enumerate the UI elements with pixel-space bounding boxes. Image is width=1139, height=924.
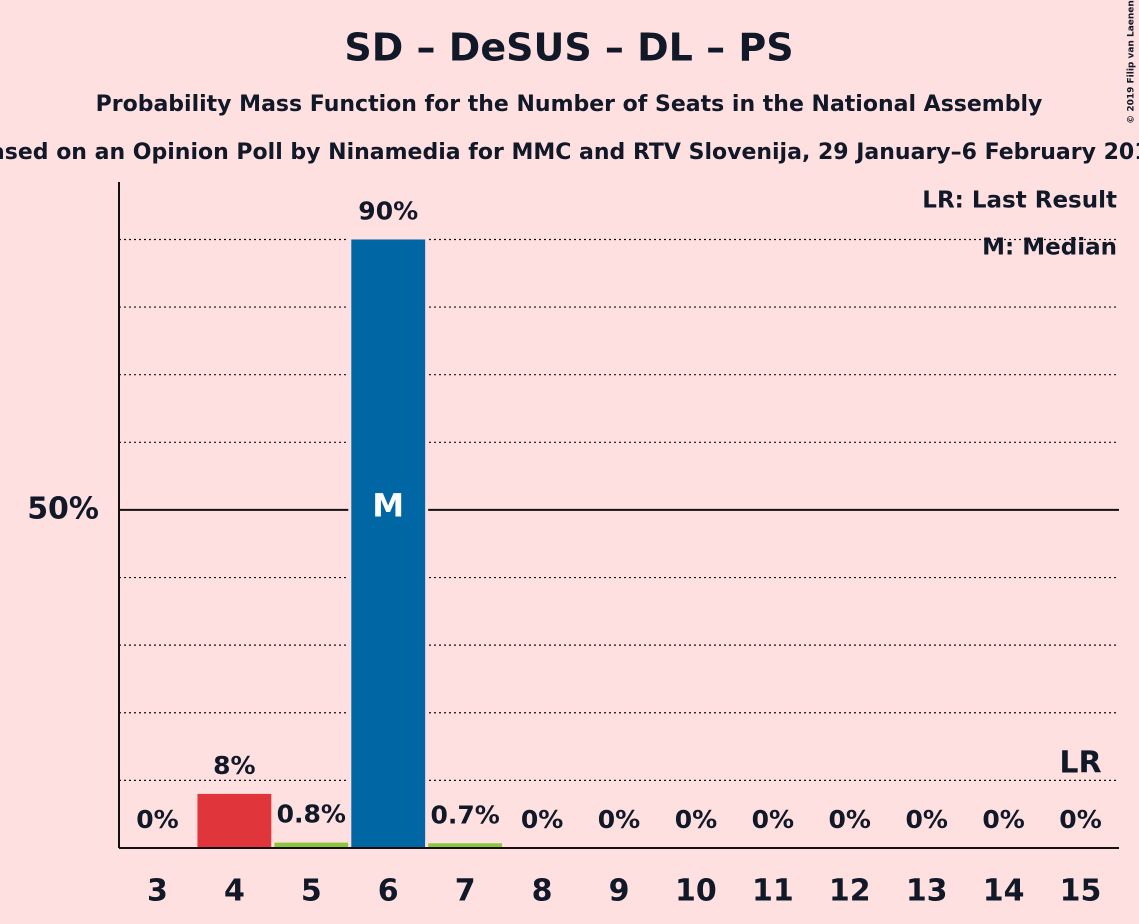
value-label: 0% xyxy=(675,805,717,834)
bar xyxy=(274,842,349,848)
value-label: 0% xyxy=(598,805,640,834)
chart-title: SD – DeSUS – DL – PS xyxy=(344,26,793,70)
chart-caption: Based on an Opinion Poll by Ninamedia fo… xyxy=(0,140,1139,165)
value-label: 0% xyxy=(1059,805,1101,834)
value-label: 8% xyxy=(213,751,255,780)
x-tick-label: 7 xyxy=(455,874,476,909)
bar xyxy=(351,239,426,849)
x-tick-label: 14 xyxy=(983,874,1025,909)
legend-entry: LR: Last Result xyxy=(922,188,1117,214)
legend-entry: M: Median xyxy=(982,235,1117,261)
x-tick-label: 12 xyxy=(829,874,871,909)
x-tick-label: 5 xyxy=(301,874,322,909)
last-result-marker: LR xyxy=(1059,746,1101,781)
x-tick-label: 4 xyxy=(224,874,245,909)
x-tick-label: 9 xyxy=(609,874,630,909)
value-label: 0.7% xyxy=(430,800,499,829)
value-label: 0% xyxy=(829,805,871,834)
value-label: 0% xyxy=(905,805,947,834)
value-label: 0% xyxy=(136,805,178,834)
y-tick-label: 50% xyxy=(27,491,99,526)
bar xyxy=(428,843,503,848)
x-tick-label: 15 xyxy=(1060,874,1102,909)
value-label: 0% xyxy=(982,805,1024,834)
value-label: 0% xyxy=(521,805,563,834)
copyright: © 2019 Filip van Laenen xyxy=(1127,0,1137,124)
bar xyxy=(197,793,272,848)
chart-subtitle: Probability Mass Function for the Number… xyxy=(96,92,1043,117)
x-tick-label: 13 xyxy=(906,874,948,909)
value-label: 90% xyxy=(358,196,418,225)
x-tick-label: 8 xyxy=(532,874,553,909)
x-tick-label: 11 xyxy=(752,874,794,909)
x-tick-label: 3 xyxy=(147,874,168,909)
x-tick-label: 6 xyxy=(378,874,399,909)
value-label: 0.8% xyxy=(277,800,346,829)
median-marker: M xyxy=(372,487,404,525)
x-tick-label: 10 xyxy=(675,874,717,909)
value-label: 0% xyxy=(752,805,794,834)
